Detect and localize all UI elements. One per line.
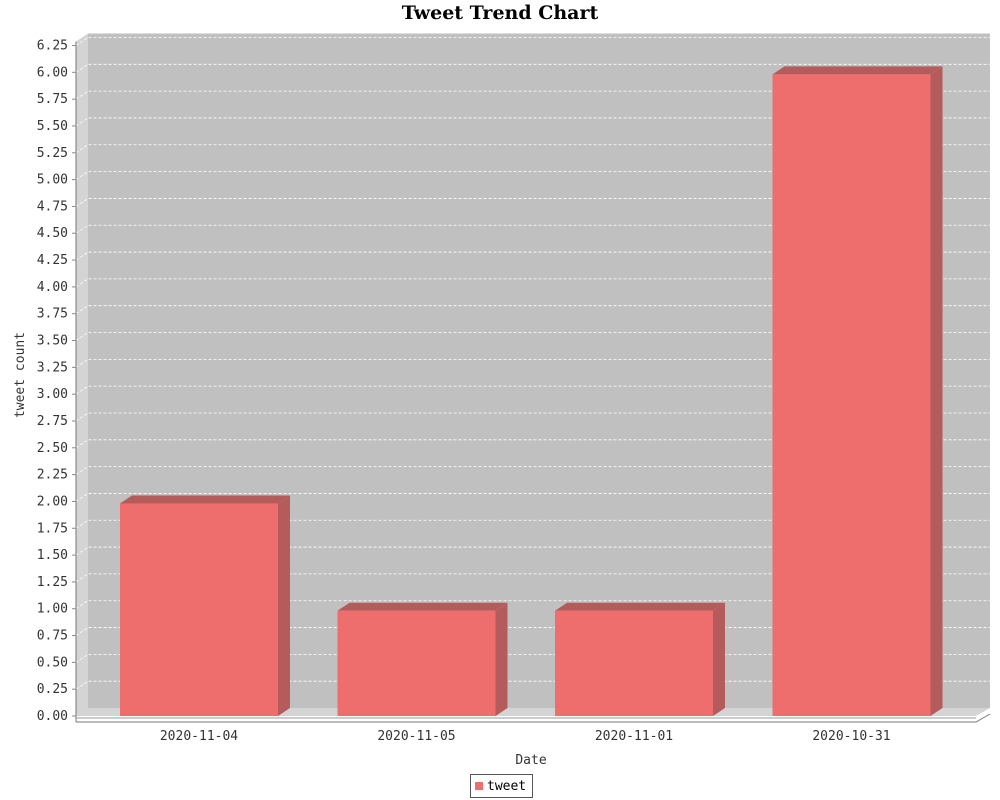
gridline xyxy=(75,37,990,46)
plot-background xyxy=(76,33,990,716)
bar-side-face xyxy=(278,495,290,716)
y-tick-labels: 0.00 0.25 0.50 0.75 1.00 1.25 1.50 1.75 2.00 2.25… xyxy=(37,39,76,724)
bar-front-face xyxy=(772,74,931,716)
y-tick-label: 4.75 xyxy=(37,199,68,214)
gridline xyxy=(75,332,990,341)
bar xyxy=(555,602,725,716)
legend-label: tweet xyxy=(487,778,527,794)
y-tick-label: 0.50 xyxy=(37,655,68,670)
y-axis-title: tweet count xyxy=(13,332,28,418)
y-tick-label: 3.75 xyxy=(37,307,68,322)
gridline xyxy=(75,224,990,234)
x-axis-title: Date xyxy=(515,753,546,768)
bar-top-face xyxy=(555,602,725,611)
y-tick-label: 2.75 xyxy=(37,414,68,429)
y-tick-label: 5.50 xyxy=(37,119,68,134)
gridline xyxy=(75,251,990,261)
bar xyxy=(772,66,943,716)
y-tick-label: 2.00 xyxy=(37,494,68,509)
gridline xyxy=(75,117,990,127)
x-tick-label: 2020-11-01 xyxy=(595,729,673,744)
plot-back-wall xyxy=(88,33,990,708)
y-tick-label: 1.75 xyxy=(37,521,68,536)
x-tick-label: 2020-11-05 xyxy=(377,729,455,744)
gridline xyxy=(75,439,990,449)
y-tick-label: 1.25 xyxy=(37,575,68,590)
gridline xyxy=(75,385,990,395)
x-tick-label: 2020-11-04 xyxy=(160,729,238,744)
gridline xyxy=(75,305,990,315)
bar-side-face xyxy=(495,602,508,716)
y-tick-label: 5.00 xyxy=(37,173,68,188)
y-tick-label: 0.25 xyxy=(37,682,68,697)
x-tick-label: 2020-10-31 xyxy=(812,729,890,744)
gridline xyxy=(75,144,990,154)
gridline xyxy=(75,90,990,100)
bar-side-face xyxy=(713,602,725,716)
y-tick-label: 2.50 xyxy=(37,441,68,456)
gridline xyxy=(75,198,990,207)
y-tick-label: 0.75 xyxy=(37,629,68,644)
y-tick-label: 6.25 xyxy=(37,39,68,54)
y-tick-label: 5.75 xyxy=(37,92,68,107)
y-tick-label: 1.00 xyxy=(37,602,68,617)
legend: tweet xyxy=(470,774,534,798)
y-tick-label: 3.00 xyxy=(37,387,68,402)
bar-top-face xyxy=(120,495,290,504)
y-tick-label: 3.50 xyxy=(37,334,68,349)
gridline xyxy=(75,358,990,368)
y-tick-label: 5.25 xyxy=(37,146,68,161)
gridlines xyxy=(75,37,990,690)
gridline xyxy=(75,278,990,288)
gridline xyxy=(75,600,990,610)
y-tick-label: 1.50 xyxy=(37,548,68,563)
y-tick-label: 4.25 xyxy=(37,253,68,268)
gridline xyxy=(75,546,990,556)
gridline xyxy=(75,493,990,502)
bar xyxy=(337,602,508,716)
y-tick-label: 3.25 xyxy=(37,360,68,375)
y-tick-label: 4.00 xyxy=(37,280,68,295)
y-tick-label: 4.50 xyxy=(37,226,68,241)
x-tick-labels: 2020-11-04 2020-11-05 2020-11-01 2020-10-31 xyxy=(160,729,891,744)
gridline xyxy=(75,573,990,583)
bars xyxy=(120,66,943,716)
x-axis-line xyxy=(76,713,991,723)
gridline xyxy=(75,519,990,529)
gridline xyxy=(75,171,990,180)
bar-top-face xyxy=(337,602,508,611)
y-tick-label: 2.25 xyxy=(37,468,68,483)
bar xyxy=(120,495,290,716)
gridline xyxy=(75,412,990,422)
bar-front-face xyxy=(555,610,713,716)
chart-title: Tweet Trend Chart xyxy=(401,2,599,24)
y-tick-label: 6.00 xyxy=(37,65,68,80)
gridline xyxy=(75,63,990,73)
plot-floor xyxy=(76,708,990,716)
legend-swatch xyxy=(475,782,483,790)
bar-front-face xyxy=(337,610,496,716)
bar-front-face xyxy=(120,503,278,716)
bar-side-face xyxy=(930,66,943,716)
plot-left-wall xyxy=(76,33,88,716)
gridline xyxy=(75,466,990,475)
y-tick-label: 0.00 xyxy=(37,709,68,724)
bar-top-face xyxy=(772,66,943,75)
